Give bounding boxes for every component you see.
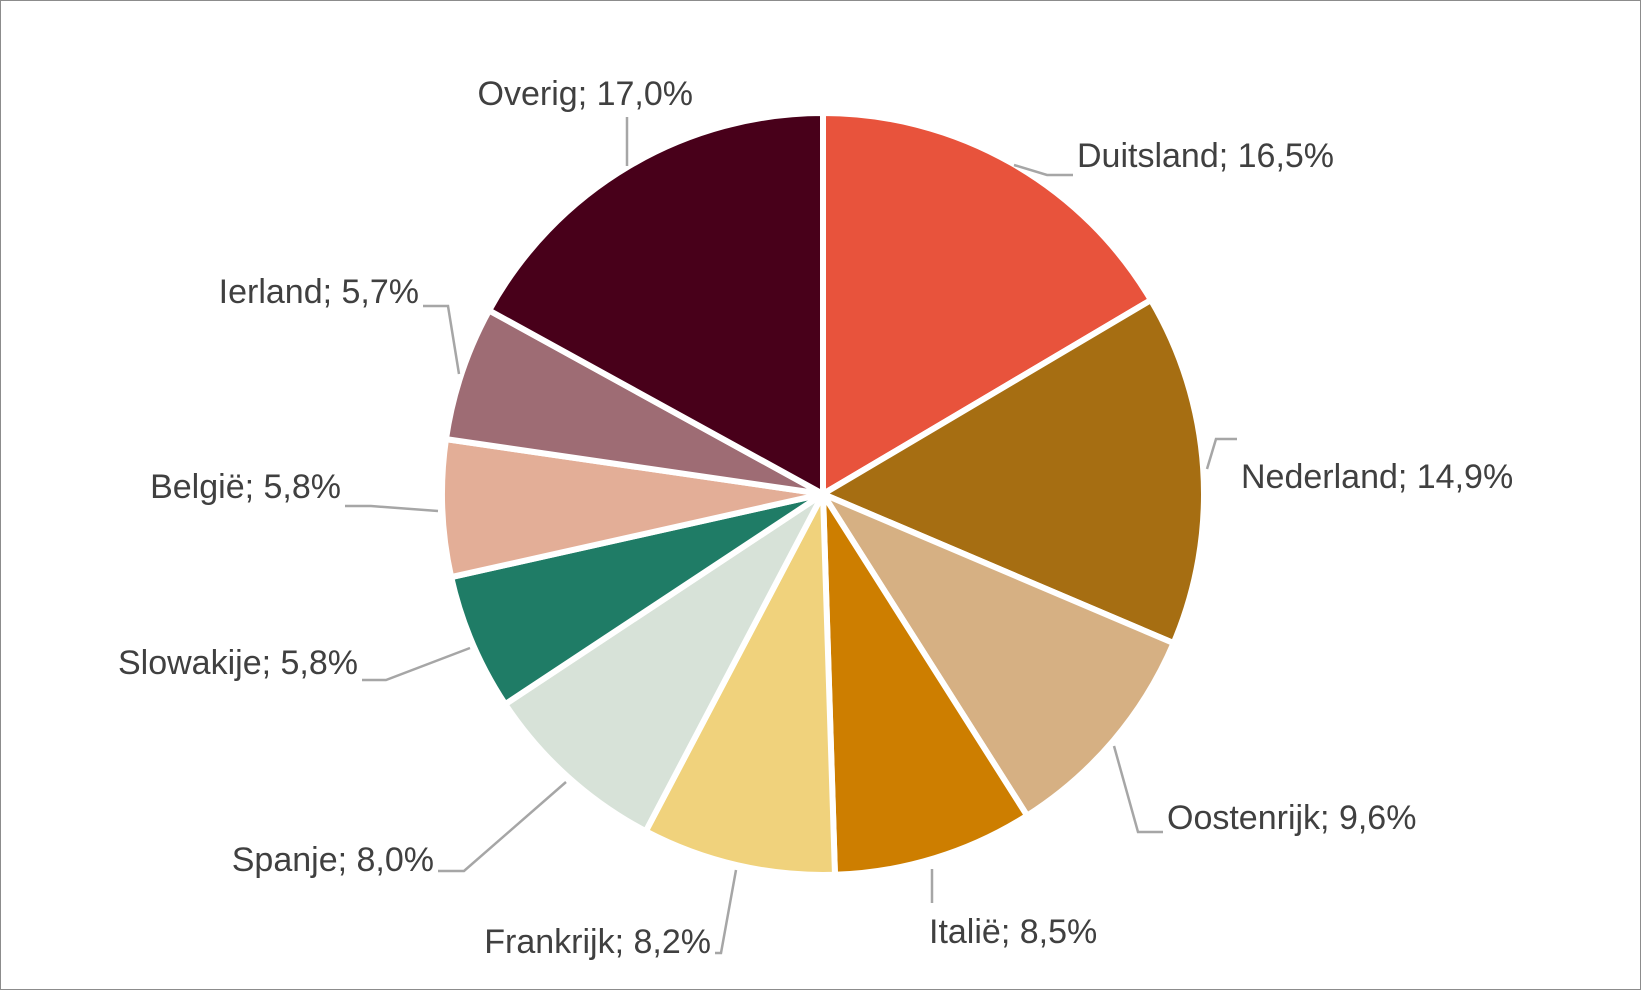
data-label: Spanje; 8,0% xyxy=(232,841,434,879)
pie-slice-overig xyxy=(485,109,826,500)
leader-line xyxy=(1013,163,1073,177)
data-label: Nederland; 14,9% xyxy=(1241,458,1513,496)
data-label: Frankrijk; 8,2% xyxy=(484,923,711,961)
leader-line xyxy=(423,304,461,375)
leader-line xyxy=(1112,745,1163,834)
leader-lines xyxy=(345,117,1237,955)
pie-slice-nederland xyxy=(816,295,1207,648)
pie-slice-oostenrijk xyxy=(815,487,1178,820)
leader-line xyxy=(438,781,567,873)
data-label: Overig; 17,0% xyxy=(478,75,693,113)
pie-slice-frankrijk xyxy=(641,482,839,878)
pie-slice-spanje xyxy=(501,491,826,836)
leader-line xyxy=(715,869,738,955)
pie-slice-duitsland xyxy=(820,109,1156,500)
leader-line xyxy=(345,504,439,513)
data-label: Ierland; 5,7% xyxy=(219,273,419,311)
leader-line xyxy=(362,646,471,682)
data-label: Duitsland; 16,5% xyxy=(1077,137,1334,175)
pie-slice-itali- xyxy=(819,483,1032,878)
data-label: Oostenrijk; 9,6% xyxy=(1167,799,1416,837)
leader-line xyxy=(1205,437,1237,470)
data-label: Italië; 8,5% xyxy=(929,913,1097,951)
data-label: België; 5,8% xyxy=(150,468,341,506)
data-label: Slowakije; 5,8% xyxy=(118,644,358,682)
data-labels: Duitsland; 16,5% Nederland; 14,9% Oostenri… xyxy=(118,75,1513,961)
pie-slices xyxy=(439,109,1207,878)
